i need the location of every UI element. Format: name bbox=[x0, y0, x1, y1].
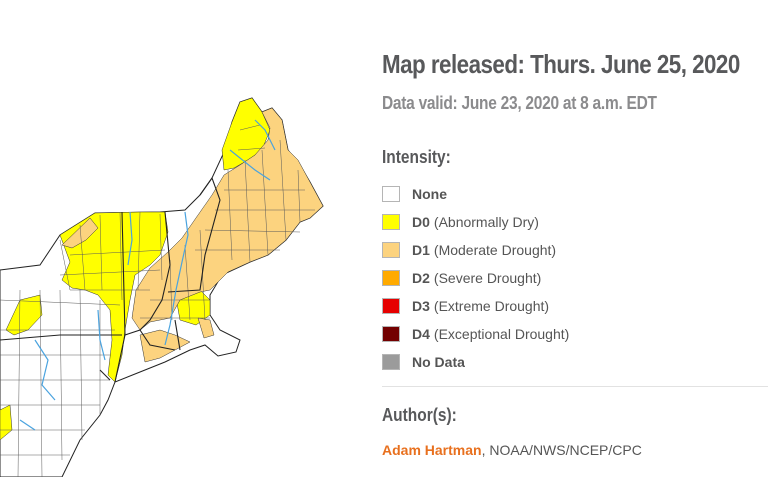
legend-swatch bbox=[382, 354, 400, 370]
authors-heading: Author(s): bbox=[382, 405, 457, 425]
legend-swatch bbox=[382, 214, 400, 230]
legend-desc: (Severe Drought) bbox=[433, 270, 542, 286]
legend-code: D4 bbox=[412, 326, 430, 342]
legend-code: D1 bbox=[412, 242, 430, 258]
map-info: Map released: Thurs. June 25, 2020 Data … bbox=[382, 0, 768, 477]
section-divider bbox=[382, 386, 768, 387]
legend-swatch bbox=[382, 242, 400, 258]
legend-swatch bbox=[382, 270, 400, 286]
legend-item-d2: D2 (Severe Drought) bbox=[382, 264, 569, 292]
legend-swatch bbox=[382, 186, 400, 202]
intensity-legend: None D0 (Abnormally Dry) D1 (Moderate Dr… bbox=[382, 180, 569, 376]
legend-code: No Data bbox=[412, 354, 465, 370]
legend-item-none: None bbox=[382, 180, 569, 208]
author-affiliation: , NOAA/NWS/NCEP/CPC bbox=[481, 442, 642, 458]
legend-swatch bbox=[382, 298, 400, 314]
map-released-title: Map released: Thurs. June 25, 2020 bbox=[382, 49, 740, 79]
legend-desc: (Moderate Drought) bbox=[433, 242, 557, 258]
legend-desc: (Abnormally Dry) bbox=[433, 214, 539, 230]
legend-item-d3: D3 (Extreme Drought) bbox=[382, 292, 569, 320]
legend-item-d1: D1 (Moderate Drought) bbox=[382, 236, 569, 264]
author-name-link[interactable]: Adam Hartman bbox=[382, 442, 482, 458]
state-borders bbox=[0, 176, 221, 383]
legend-swatch bbox=[382, 326, 400, 342]
legend-item-d0: D0 (Abnormally Dry) bbox=[382, 208, 569, 236]
drought-map bbox=[0, 0, 345, 477]
legend-code: D2 bbox=[412, 270, 430, 286]
author-line: Adam Hartman, NOAA/NWS/NCEP/CPC bbox=[382, 442, 642, 458]
county-lines bbox=[0, 124, 315, 477]
water-features bbox=[19, 119, 276, 431]
legend-code: D0 bbox=[412, 214, 430, 230]
legend-desc: (Extreme Drought) bbox=[433, 298, 550, 314]
intensity-heading: Intensity: bbox=[382, 147, 451, 167]
legend-item-d4: D4 (Exceptional Drought) bbox=[382, 320, 569, 348]
legend-code: D3 bbox=[412, 298, 430, 314]
legend-desc: (Exceptional Drought) bbox=[433, 326, 570, 342]
legend-code: None bbox=[412, 186, 447, 202]
legend-item-no-data: No Data bbox=[382, 348, 569, 376]
data-valid-subtitle: Data valid: June 23, 2020 at 8 a.m. EDT bbox=[382, 93, 657, 113]
